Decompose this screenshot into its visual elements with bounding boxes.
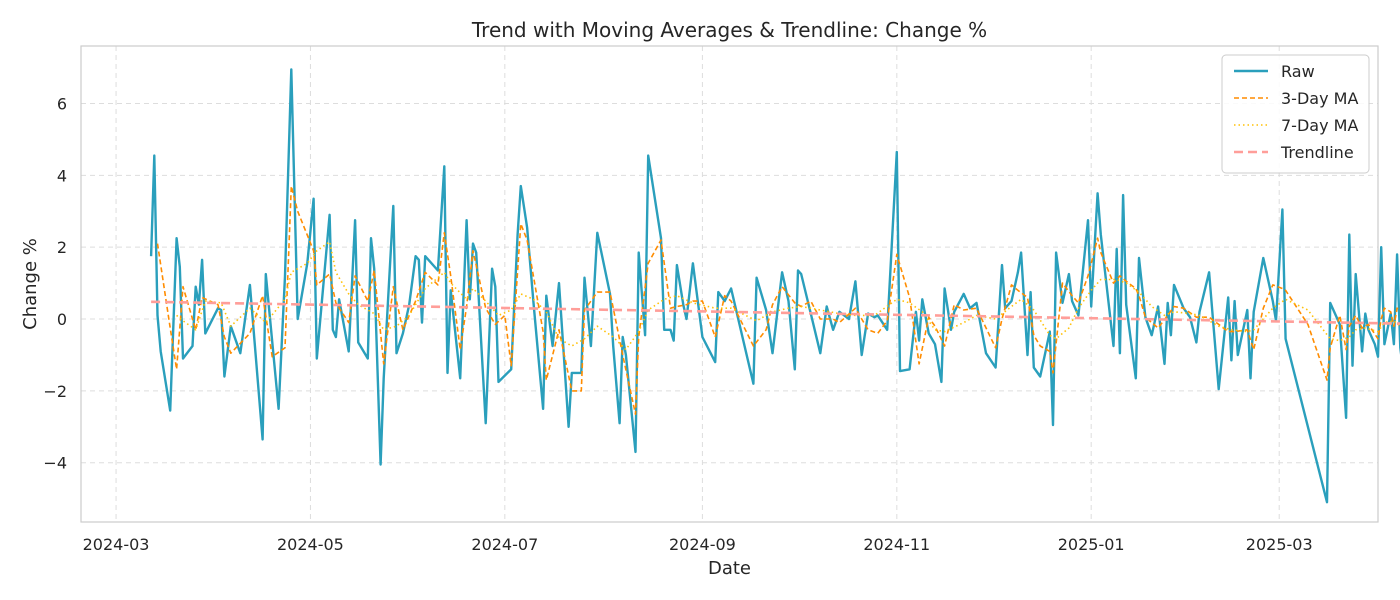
legend-box (1221, 54, 1370, 174)
legend-label: Raw (1281, 62, 1315, 81)
legend-label: 7-Day MA (1281, 116, 1358, 135)
ma7-series-line (176, 241, 1400, 351)
x-axis-title: Date (708, 558, 751, 579)
legend-label: Trendline (1280, 143, 1354, 162)
series-layer (149, 68, 1400, 504)
y-tick-label: −2 (43, 382, 67, 401)
x-tick-label: 2025-01 (1058, 535, 1125, 554)
y-axis-ticks: −4 −2 0 2 4 6 (43, 94, 67, 472)
y-tick-label: 4 (57, 166, 67, 185)
y-tick-label: 0 (57, 310, 67, 329)
x-tick-label: 2024-05 (277, 535, 344, 554)
legend-label: 3-Day MA (1281, 89, 1358, 108)
x-tick-label: 2024-07 (471, 535, 538, 554)
x-tick-label: 2024-09 (669, 535, 736, 554)
x-tick-label: 2024-03 (83, 535, 150, 554)
plot-frame (80, 45, 1379, 523)
y-axis-title: Change % (20, 238, 41, 330)
raw-series-line (149, 68, 1400, 504)
x-tick-label: 2024-11 (863, 535, 930, 554)
chart-title: Trend with Moving Averages & Trendline: … (471, 18, 987, 42)
x-tick-label: 2025-03 (1246, 535, 1313, 554)
ma3-series-line (156, 185, 1400, 416)
y-tick-label: 6 (57, 94, 67, 113)
y-tick-label: −4 (43, 454, 67, 473)
legend: Raw 3-Day MA 7-Day MA Trendline (1221, 54, 1370, 174)
x-axis-ticks: 2024-03 2024-05 2024-07 2024-09 2024-11 2025-… (83, 535, 1313, 554)
y-tick-label: 2 (57, 238, 67, 257)
grid-lines (81, 46, 1378, 522)
